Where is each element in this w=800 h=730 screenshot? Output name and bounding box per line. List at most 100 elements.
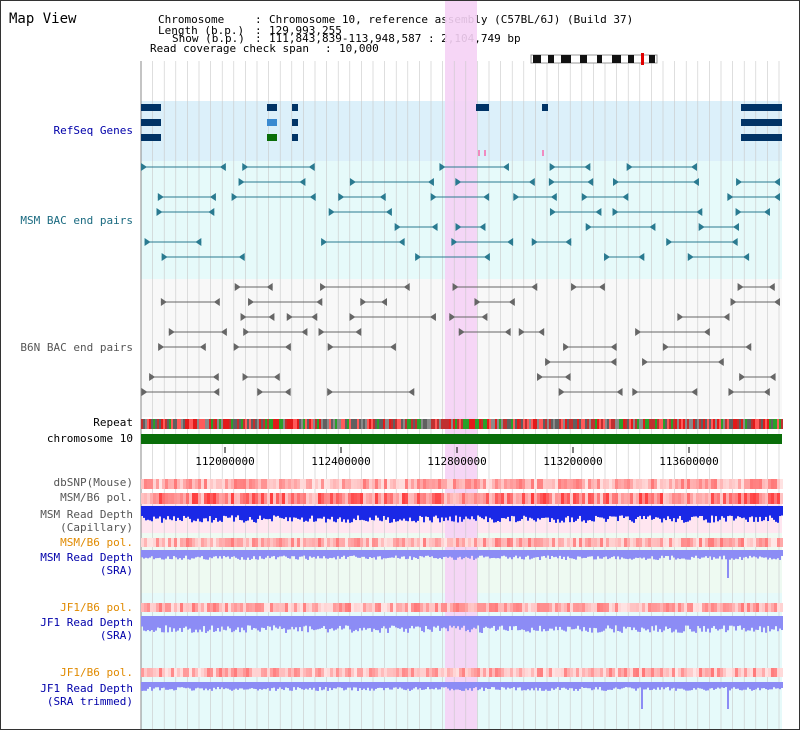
msm-depth-sra-bar — [305, 550, 307, 559]
jf1-b6-pol-trim-strip-cell — [411, 668, 414, 677]
jf1-depth-trim-bar — [549, 682, 551, 691]
jf1-b6-pol-strip-cell — [690, 603, 693, 612]
jf1-b6-pol-strip-cell — [450, 603, 453, 612]
jf1-b6-pol-trim-strip-cell — [624, 668, 627, 677]
msm-b6-pol-strip-cell — [240, 493, 243, 504]
msm-depth-capillary-bar — [421, 506, 423, 517]
msm-bac-pair-end-marker — [219, 163, 226, 171]
msm-b6-pol-sra-strip-cell — [660, 538, 663, 547]
jf1-depth-sra-bar — [761, 616, 763, 633]
dbsnp-strip-cell — [744, 479, 747, 489]
jf1-depth-sra-bar — [245, 616, 247, 633]
msm-depth-capillary-bar — [631, 506, 633, 522]
dbsnp-strip-cell — [204, 479, 207, 489]
msm-depth-capillary-bar — [695, 506, 697, 517]
b6n-bac-pair-end-marker — [481, 313, 488, 321]
refseq-genes-label[interactable]: RefSeq Genes — [53, 124, 133, 137]
repeat-element — [461, 419, 463, 429]
jf1-b6-pol-trim-strip-cell — [633, 668, 636, 677]
jf1-depth-sra-bar — [677, 616, 679, 633]
jf1-depth-trim-bar — [489, 682, 491, 689]
msm-depth-capillary-bar — [225, 506, 227, 517]
jf1-depth-sra-bar — [545, 616, 547, 632]
jf1-depth-trim-bar — [321, 682, 323, 691]
msm-bac-pair-end-marker — [195, 238, 202, 246]
msm-b6-pol-sra-strip-cell — [366, 538, 369, 547]
msm-depth-capillary-bar — [329, 506, 331, 520]
msm-b6-pol-sra-strip-cell — [411, 538, 414, 547]
msm-depth-sra-bar — [539, 550, 541, 560]
repeat-element — [311, 419, 313, 429]
dbsnp-strip-cell — [474, 479, 477, 489]
msm-depth-sra-bar — [383, 550, 385, 559]
jf1-b6-pol-trim-strip-cell — [765, 668, 768, 677]
jf1-depth-sra-bar — [585, 616, 587, 631]
jf1-b6-pol-strip-cell — [285, 603, 288, 612]
jf1-depth-trim-bar — [435, 682, 437, 688]
repeat-element — [403, 419, 405, 429]
jf1-depth-trim-bar — [253, 682, 255, 689]
jf1-b6-pol-trim-strip-cell — [627, 668, 630, 677]
msm-b6-pol-strip-cell — [375, 493, 378, 504]
msm-depth-sra-bar — [589, 550, 591, 557]
msm-depth-capillary-bar — [567, 506, 569, 517]
dbsnp-strip-cell — [198, 479, 201, 489]
jf1-depth-trim-bar — [363, 682, 365, 689]
repeat-element — [321, 419, 323, 429]
msm-b6-pol-sra-strip-cell — [546, 538, 549, 547]
jf1-depth-trim-bar — [173, 682, 175, 691]
msm-depth-capillary-bar — [255, 506, 257, 523]
b6n-bac-pair-end-marker — [598, 283, 605, 291]
msm-depth-capillary-bar — [715, 506, 717, 517]
dbsnp-strip-cell — [258, 479, 261, 489]
dbsnp-strip-cell — [375, 479, 378, 489]
repeat-element — [555, 419, 557, 429]
msm-bac-label[interactable]: MSM BAC end pairs — [20, 214, 133, 227]
msm-depth-sra-bar — [481, 550, 483, 556]
jf1-depth-sra-bar — [395, 616, 397, 628]
jf1-b6-pol-strip-cell — [219, 603, 222, 612]
msm-depth-capillary-bar — [209, 506, 211, 517]
repeat-element — [397, 419, 399, 429]
msm-depth-capillary-bar — [597, 506, 599, 518]
msm-bac-pair-end-marker — [338, 193, 345, 201]
jf1-depth-trim-bar — [351, 682, 353, 691]
jf1-depth-sra-bar — [205, 616, 207, 633]
jf1-depth-sra-bar — [523, 616, 525, 630]
jf1-depth-sra-bar — [419, 616, 421, 628]
repeat-element — [721, 419, 723, 429]
jf1-depth-sra-bar — [169, 616, 171, 628]
jf1-depth-trim-bar — [521, 682, 523, 691]
jf1-b6-pol-trim-strip-cell — [444, 668, 447, 677]
msm-depth-capillary-bar — [239, 506, 241, 520]
jf1-b6-pol-trim-strip-cell — [432, 668, 435, 677]
msm-depth-capillary-bar — [155, 506, 157, 519]
msm-depth-sra-bar — [577, 550, 579, 557]
msm-b6-pol-strip-cell — [762, 493, 765, 504]
jf1-b6-pol-trim-strip-cell — [354, 668, 357, 677]
dbsnp-strip-cell — [684, 479, 687, 489]
axis-tick: 112000000 — [195, 455, 255, 468]
jf1-depth-trim-bar — [617, 682, 619, 689]
repeat-element — [509, 419, 511, 429]
msm-b6-pol-sra-strip-cell — [183, 538, 186, 547]
jf1-depth-trim-bar — [161, 682, 163, 689]
dbsnp-strip-cell — [723, 479, 726, 489]
jf1-depth-sra-bar — [187, 616, 189, 630]
dbsnp-strip-cell — [702, 479, 705, 489]
msm-depth-capillary-bar — [267, 506, 269, 520]
jf1-b6-pol-strip-cell — [465, 603, 468, 612]
msm-depth-capillary-bar — [589, 506, 591, 521]
msm-b6-pol-strip-cell — [759, 493, 762, 504]
msm-bac-pair-end-marker — [565, 238, 572, 246]
repeat-element — [435, 419, 437, 429]
jf1-depth-trim-bar — [391, 682, 393, 690]
msm-depth-capillary-bar — [359, 506, 361, 521]
repeat-element — [569, 419, 571, 429]
jf1-depth-trim-bar — [397, 682, 399, 689]
msm-depth-capillary-bar — [777, 506, 779, 523]
msm-depth-capillary-bar — [347, 506, 349, 520]
msm-depth-capillary-bar — [741, 506, 743, 519]
b6n-bac-label[interactable]: B6N BAC end pairs — [20, 341, 133, 354]
